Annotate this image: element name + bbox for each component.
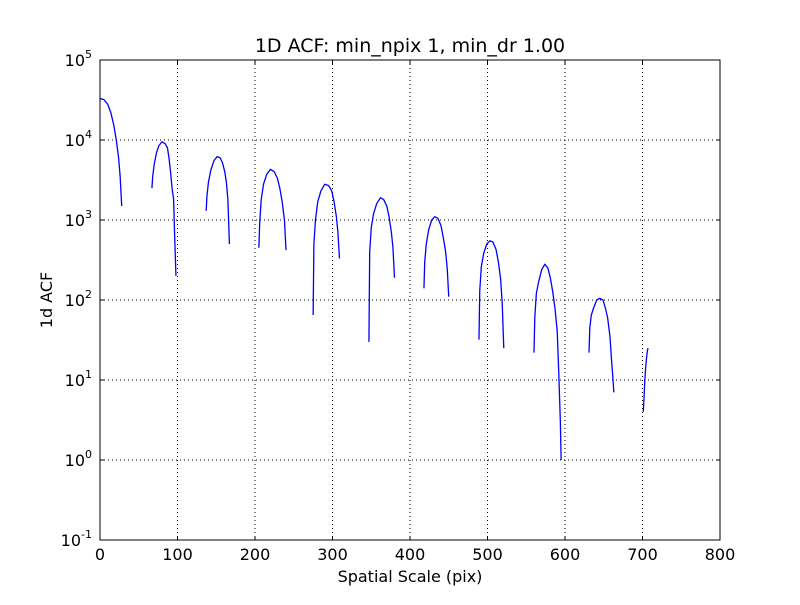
- y-tick-label: 100: [65, 448, 92, 470]
- x-tick-label: 0: [95, 545, 105, 564]
- y-tick-label-exponent: 3: [85, 208, 92, 221]
- y-tick-label: 102: [65, 288, 92, 310]
- y-tick-label: 105: [65, 48, 92, 70]
- acf-line-segment: [642, 348, 649, 412]
- y-tick-label: 101: [65, 368, 92, 390]
- y-tick-label-base: 10: [65, 211, 85, 230]
- acf-line-segment: [588, 297, 615, 393]
- x-tick-label: 300: [317, 545, 348, 564]
- x-tick-labels: 0 100 200 300 400 500 600 700 800: [95, 545, 735, 564]
- grid-lines: [100, 60, 720, 540]
- y-tick-label-exponent: 0: [85, 448, 92, 461]
- y-tick-label: 104: [65, 128, 92, 150]
- y-tick-label: 103: [65, 208, 92, 230]
- y-tick-label: 10-1: [61, 528, 92, 550]
- x-tick-label: 800: [705, 545, 736, 564]
- y-tick-label-exponent: 5: [85, 48, 92, 61]
- acf-line-segment: [368, 197, 396, 342]
- y-tick-label-base: 10: [65, 131, 85, 150]
- acf-line-segment: [478, 240, 505, 349]
- y-tick-label-base: 10: [65, 291, 85, 310]
- acf-line-segment: [312, 183, 341, 315]
- y-tick-label-base: 10: [65, 51, 85, 70]
- acf-line-segment: [258, 168, 287, 251]
- x-tick-label: 400: [395, 545, 426, 564]
- acf-line-segment: [533, 263, 562, 461]
- y-tick-label-base: 10: [65, 451, 85, 470]
- x-tick-label: 100: [162, 545, 193, 564]
- data-series: [99, 97, 649, 461]
- acf-line-segment: [99, 97, 123, 206]
- y-axis-label: 1d ACF: [37, 272, 56, 328]
- x-tick-label: 500: [472, 545, 503, 564]
- y-tick-label-exponent: 2: [85, 288, 92, 301]
- acf-line-segment: [205, 155, 231, 245]
- chart-title: 1D ACF: min_npix 1, min_dr 1.00: [255, 35, 565, 57]
- x-tick-label: 700: [627, 545, 658, 564]
- x-tick-label: 600: [550, 545, 581, 564]
- acf-line-segment: [423, 216, 450, 297]
- x-tick-label: 200: [240, 545, 271, 564]
- y-tick-label-base: 10: [61, 531, 81, 550]
- y-tick-label-exponent: 1: [85, 368, 92, 381]
- acf-line-segment: [151, 141, 177, 276]
- x-axis-label: Spatial Scale (pix): [338, 567, 483, 586]
- axis-ticks: [99, 59, 721, 541]
- y-tick-label-exponent: -1: [81, 528, 92, 541]
- y-tick-label-exponent: 4: [85, 128, 92, 141]
- y-tick-label-base: 10: [65, 371, 85, 390]
